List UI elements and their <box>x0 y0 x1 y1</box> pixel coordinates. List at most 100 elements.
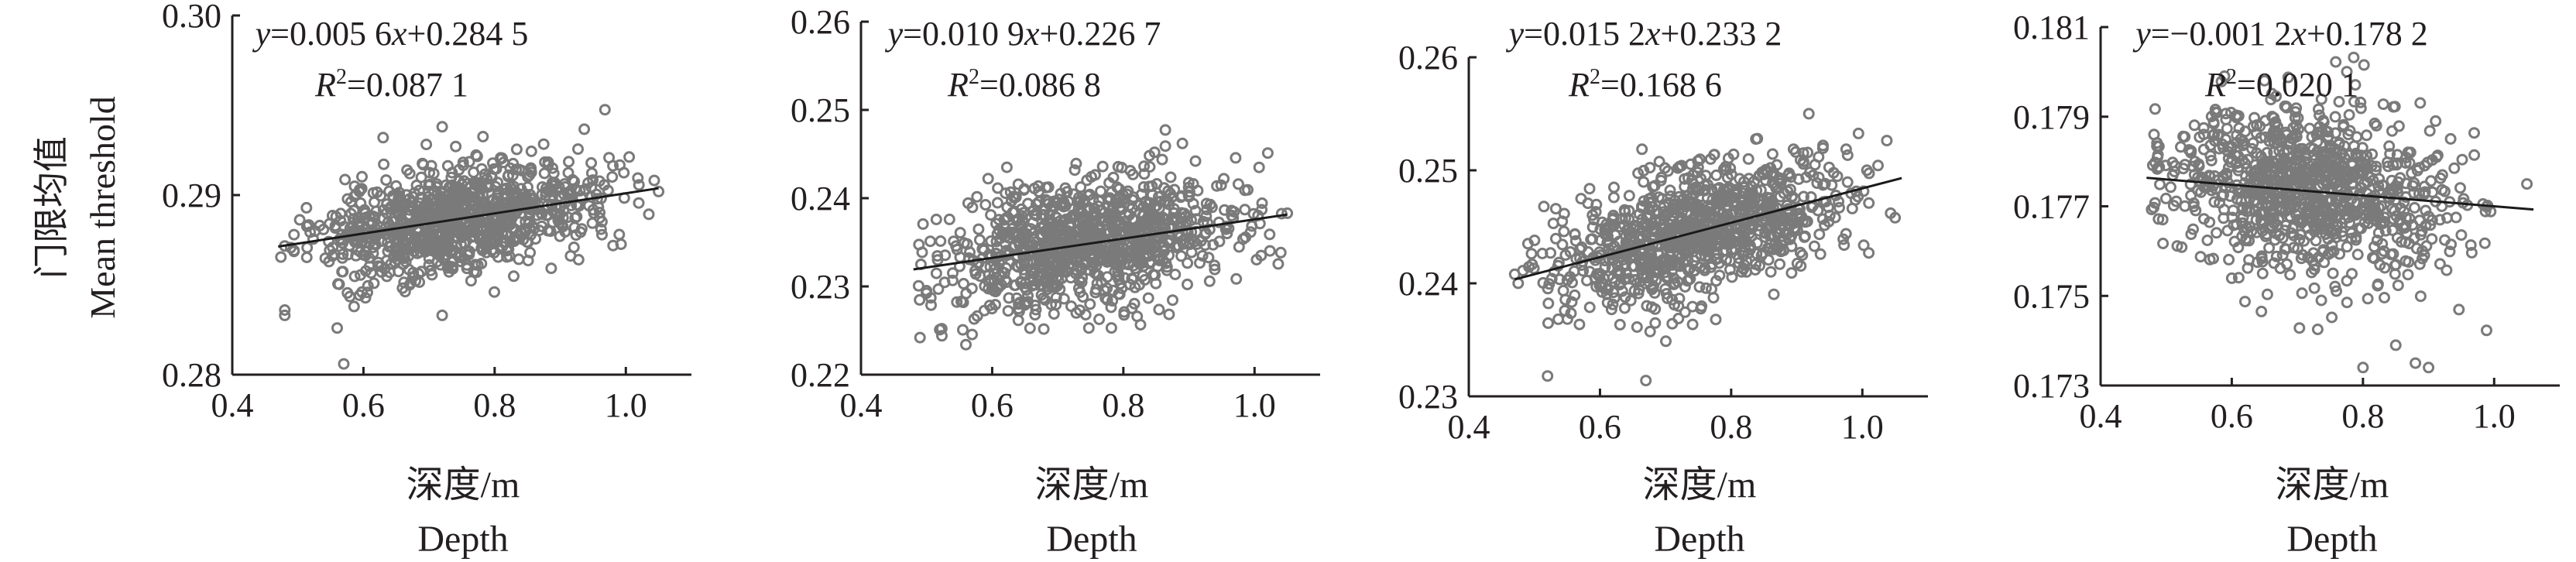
data-point <box>1846 202 1858 214</box>
data-point <box>2368 252 2381 265</box>
data-point <box>1631 321 1643 333</box>
panel-1-xlabel-cn: 深度/m <box>406 464 520 505</box>
data-point <box>487 194 499 207</box>
data-point <box>2159 192 2172 204</box>
data-point <box>353 221 365 233</box>
data-point <box>1823 161 1835 173</box>
data-point <box>1040 194 1052 206</box>
data-point <box>1159 140 1171 152</box>
data-point <box>468 221 481 233</box>
data-point <box>1202 252 1215 264</box>
data-point <box>1679 306 1691 318</box>
data-point <box>1542 297 1555 310</box>
data-point <box>1737 238 1749 250</box>
data-point <box>1176 190 1189 202</box>
data-point <box>914 331 926 344</box>
data-point <box>2157 238 2170 249</box>
data-point <box>2368 117 2381 129</box>
data-point <box>653 185 665 197</box>
data-point <box>2357 362 2369 374</box>
data-point <box>1803 108 1815 120</box>
data-point <box>1558 207 1570 220</box>
data-point <box>2311 135 2324 148</box>
data-point <box>1647 271 1659 283</box>
data-point <box>1799 231 1810 243</box>
data-point <box>2221 146 2234 158</box>
data-point <box>555 218 568 231</box>
data-point <box>1647 180 1659 193</box>
data-point <box>1771 159 1783 171</box>
data-point <box>1707 292 1720 304</box>
data-point <box>984 249 996 262</box>
data-point <box>982 173 994 185</box>
data-point <box>1556 238 1569 251</box>
data-point <box>1641 211 1653 224</box>
data-point <box>1086 260 1099 272</box>
data-point <box>2234 187 2246 199</box>
data-point <box>2391 149 2403 161</box>
data-point <box>492 186 505 198</box>
data-point <box>403 249 415 262</box>
data-point <box>450 140 462 152</box>
y-tick-label: 0.23 <box>1398 378 1458 416</box>
data-point <box>380 174 393 187</box>
data-point <box>1597 278 1608 290</box>
data-point <box>2333 95 2345 108</box>
data-point <box>971 190 983 203</box>
data-point <box>1107 284 1120 296</box>
data-point <box>2343 108 2355 121</box>
data-point <box>2244 204 2256 217</box>
data-point <box>1128 234 1141 246</box>
data-point <box>1028 208 1041 221</box>
data-point <box>1698 243 1710 255</box>
data-point <box>1772 228 1784 240</box>
data-point <box>983 300 996 312</box>
data-point <box>1151 230 1164 242</box>
data-point <box>307 233 319 245</box>
data-point <box>1113 193 1126 205</box>
data-point <box>563 156 575 168</box>
data-point <box>2194 131 2206 143</box>
data-point <box>1045 200 1058 212</box>
x-tick-label: 0.8 <box>2341 397 2384 435</box>
data-point <box>2232 149 2245 162</box>
data-point <box>1648 266 1660 279</box>
data-point <box>1764 204 1776 216</box>
data-point <box>1144 161 1156 173</box>
data-point <box>1093 314 1106 325</box>
data-point <box>1785 190 1798 203</box>
data-point <box>1077 291 1089 303</box>
data-point <box>1206 201 1218 214</box>
data-point <box>1071 255 1082 268</box>
data-point <box>954 227 966 239</box>
data-point <box>590 188 602 200</box>
y-tick-label: 0.177 <box>2013 188 2090 226</box>
data-point <box>972 223 985 235</box>
data-point <box>2197 122 2210 134</box>
data-point <box>358 213 370 225</box>
data-point <box>2271 186 2283 198</box>
data-point <box>1045 298 1058 310</box>
data-point <box>2392 279 2404 292</box>
data-point <box>465 275 477 287</box>
data-point <box>1665 190 1677 202</box>
panel-2-ticks: 0.4 0.6 0.8 1.0 0.22 0.23 0.24 0.25 0.26 <box>791 3 1320 424</box>
data-point <box>436 121 448 133</box>
data-point <box>423 211 435 223</box>
data-point <box>2426 233 2438 245</box>
data-point <box>1127 202 1138 214</box>
data-point <box>436 309 448 321</box>
data-point <box>1658 210 1671 222</box>
y-tick-label: 0.175 <box>2013 277 2090 315</box>
data-point <box>544 225 557 238</box>
data-point <box>508 270 520 283</box>
data-point <box>1226 204 1238 217</box>
data-point <box>1074 304 1086 317</box>
data-point <box>1105 322 1117 334</box>
data-point <box>475 258 488 269</box>
data-point <box>2289 111 2301 124</box>
data-point <box>1255 249 1267 262</box>
data-point <box>988 274 1000 286</box>
data-point <box>393 235 406 248</box>
data-point <box>338 358 350 370</box>
